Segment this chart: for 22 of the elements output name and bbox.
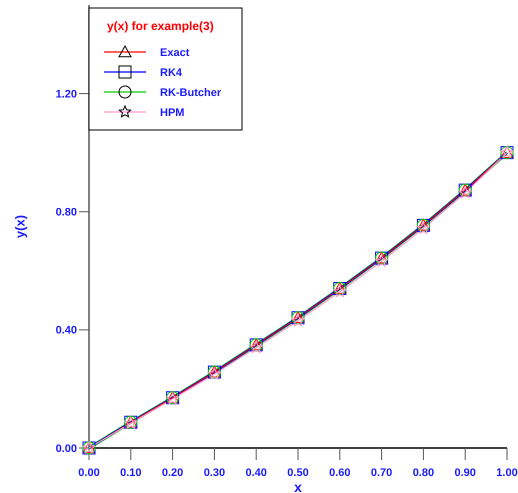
x-tick-label: 0.50 [287, 466, 309, 479]
x-tick-label: 0.40 [245, 466, 267, 479]
x-tick-label: 0.70 [370, 466, 392, 479]
x-tick-label: 0.30 [204, 466, 226, 479]
y-tick-label: 0.80 [56, 206, 77, 219]
x-tick-label: 0.00 [78, 466, 100, 479]
x-tick-label: 0.60 [329, 466, 351, 479]
legend-label: RK-Butcher [160, 86, 222, 99]
y-tick-label: 1.20 [56, 88, 77, 100]
legend-title: y(x) for example(3) [107, 19, 214, 33]
legend-label: Exact [160, 46, 190, 59]
x-tick-label: 0.90 [454, 466, 476, 479]
x-tick-label: 1.00 [496, 466, 518, 479]
x-tick-label: 0.10 [120, 466, 142, 479]
y-tick-label: 0.00 [56, 442, 77, 455]
legend-label: RK4 [160, 66, 183, 79]
legend-label: HPM [160, 106, 184, 119]
x-tick-label: 0.80 [412, 466, 434, 479]
y-axis-title: y(x) [12, 214, 28, 238]
y-tick-label: 0.40 [56, 324, 77, 337]
x-axis-title: x [294, 478, 302, 493]
x-tick-label: 0.20 [162, 466, 184, 479]
